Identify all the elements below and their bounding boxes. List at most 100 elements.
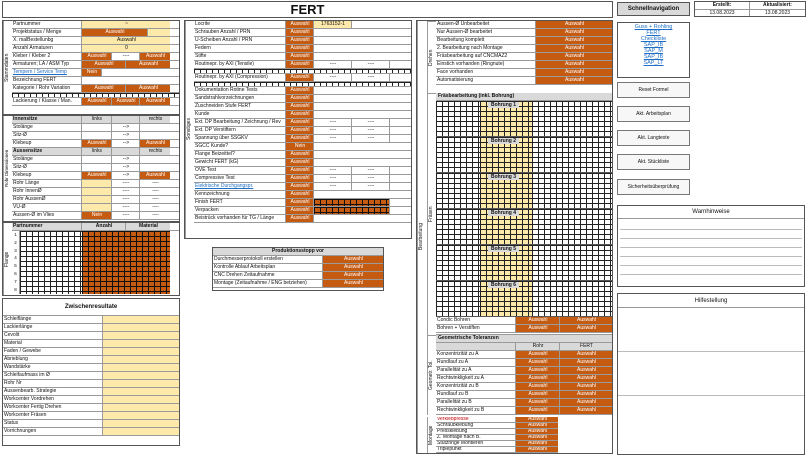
geom-fert-select[interactable]: Auswahl: [560, 351, 612, 358]
variation-select[interactable]: Auswahl: [126, 85, 170, 92]
prod-select[interactable]: Auswahl: [323, 256, 383, 263]
geom-rohr-select[interactable]: Auswahl: [516, 351, 560, 358]
bohrung-grid[interactable]: [532, 173, 612, 208]
bohrung-grid[interactable]: [436, 281, 480, 316]
geom-rohr-select[interactable]: Auswahl: [516, 367, 560, 374]
sonst-select[interactable]: Auswahl: [286, 61, 314, 68]
nav-link-guss[interactable]: Guss + Rohling: [634, 24, 673, 30]
drehen-select[interactable]: Auswahl: [536, 21, 612, 28]
nav-link-checkliste[interactable]: Checkliste: [640, 36, 667, 42]
montage-select[interactable]: Auswahl: [516, 423, 558, 428]
reset-formel-button[interactable]: Reset Formel: [617, 82, 690, 98]
bohrung-grid[interactable]: [532, 101, 612, 136]
zwischen-value[interactable]: [103, 356, 179, 363]
zwischen-value[interactable]: [103, 412, 179, 419]
value-cell[interactable]: [140, 124, 170, 131]
asm-typ-select[interactable]: Auswahl: [126, 61, 170, 68]
nav-link-fert[interactable]: FERT: [646, 30, 661, 36]
geom-rohr-select[interactable]: Auswahl: [516, 399, 560, 406]
klebeup-select[interactable]: Auswahl: [140, 172, 170, 179]
armaturen-field[interactable]: 0: [82, 45, 170, 52]
klasse-select[interactable]: Auswahl: [112, 98, 140, 105]
nav-link-sap-ib-2[interactable]: SAP_IB: [643, 54, 664, 60]
sonst-grid-row[interactable]: [194, 82, 411, 87]
drehen-select[interactable]: Auswahl: [536, 69, 612, 76]
bohrung-grid[interactable]: [532, 281, 612, 316]
flange-values-grid[interactable]: [82, 231, 170, 294]
geom-fert-select[interactable]: Auswahl: [560, 375, 612, 382]
bohrung-grid[interactable]: [532, 137, 612, 172]
prod-select[interactable]: Auswahl: [323, 272, 383, 279]
geom-rohr-select[interactable]: Auswahl: [516, 383, 560, 390]
klebeup-select[interactable]: Auswahl: [140, 140, 170, 147]
value-cell[interactable]: [82, 204, 112, 211]
drehen-select[interactable]: Auswahl: [536, 77, 612, 84]
nav-link-sap-ib[interactable]: SAP_IB: [643, 42, 664, 48]
zwischen-value[interactable]: [103, 404, 179, 411]
flange-partnummer-grid[interactable]: [20, 231, 82, 294]
sonst-select[interactable]: Auswahl: [286, 95, 314, 102]
sonst-select[interactable]: Auswahl: [286, 191, 314, 198]
bohren-select[interactable]: Auswahl: [560, 317, 612, 324]
akt-stueckliste-button[interactable]: Akt. Stückliste: [617, 154, 690, 170]
sonst-select[interactable]: Auswahl: [286, 111, 314, 118]
sonst-label[interactable]: Elektrische Durchgangspr.: [194, 183, 286, 190]
value-cell[interactable]: [82, 124, 112, 131]
value-cell[interactable]: [82, 196, 112, 203]
tempern-link[interactable]: Tempern / Service Temp: [12, 69, 82, 76]
bohrung-grid[interactable]: [532, 209, 612, 244]
sonst-select[interactable]: Auswahl: [286, 37, 314, 44]
drehen-select[interactable]: Auswahl: [536, 61, 612, 68]
bestellung-select[interactable]: Auswahl: [82, 37, 170, 44]
sonst-select[interactable]: Auswahl: [286, 127, 314, 134]
projektstatus-select[interactable]: Auswahl: [82, 29, 148, 36]
zwischen-value[interactable]: [103, 388, 179, 395]
prod-select[interactable]: Auswahl: [323, 264, 383, 271]
bohren-select[interactable]: Auswahl: [560, 325, 612, 332]
bohrung-grid[interactable]: [532, 245, 612, 280]
akt-arbeitsplan-button[interactable]: Akt. Arbeitsplan: [617, 106, 690, 122]
sonst-select[interactable]: Auswahl: [286, 103, 314, 110]
montage-select[interactable]: Auswahl: [516, 441, 558, 446]
geom-rohr-select[interactable]: Auswahl: [516, 375, 560, 382]
geom-fert-select[interactable]: Auswahl: [560, 391, 612, 398]
drehen-select[interactable]: Auswahl: [536, 37, 612, 44]
loctite-value[interactable]: 1763152-1: [314, 21, 352, 28]
zwischen-value[interactable]: [103, 428, 179, 435]
klebeup-select[interactable]: Auswahl: [82, 172, 112, 179]
kleber-select[interactable]: Auswahl: [82, 53, 112, 60]
sonst-select[interactable]: Auswahl: [286, 119, 314, 126]
sonst-select[interactable]: Auswahl: [286, 74, 314, 81]
sonst-select[interactable]: Auswahl: [286, 29, 314, 36]
sicherheitsueberpruefung-button[interactable]: Sicherheitsüberprüfung: [617, 179, 690, 195]
drehen-select[interactable]: Auswahl: [536, 45, 612, 52]
value-cell[interactable]: [140, 164, 170, 171]
value-cell[interactable]: [82, 180, 112, 187]
sonst-grid[interactable]: [314, 199, 390, 206]
sonst-select[interactable]: Auswahl: [286, 207, 314, 214]
montage-select[interactable]: Auswahl: [516, 429, 558, 434]
zwischen-value[interactable]: [103, 420, 179, 427]
menge-field[interactable]: [148, 29, 170, 36]
loctite-select[interactable]: Auswahl: [286, 21, 314, 28]
value-cell[interactable]: [140, 132, 170, 139]
lackierung-select[interactable]: Auswahl: [82, 98, 112, 105]
bezeichnung-field[interactable]: [82, 77, 170, 84]
armaturen-la-select[interactable]: Auswahl: [82, 61, 126, 68]
montage-select[interactable]: Auswahl: [516, 435, 558, 440]
geom-rohr-select[interactable]: Auswahl: [516, 391, 560, 398]
montage-select[interactable]: Auswahl: [516, 447, 558, 452]
value-cell[interactable]: [140, 156, 170, 163]
sonst-grid-row[interactable]: [194, 69, 411, 74]
value-cell[interactable]: [82, 164, 112, 171]
zwischen-value[interactable]: [103, 316, 179, 323]
sonst-select[interactable]: Auswahl: [286, 159, 314, 166]
bohren-select[interactable]: Auswahl: [516, 317, 560, 324]
partnummer-field[interactable]: ~: [82, 21, 170, 28]
sonst-select[interactable]: Auswahl: [286, 167, 314, 174]
geom-rohr-select[interactable]: Auswahl: [516, 359, 560, 366]
kategorie-select[interactable]: Auswahl: [82, 85, 126, 92]
zwischen-value[interactable]: [103, 380, 179, 387]
prod-select[interactable]: Auswahl: [323, 280, 383, 287]
zwischen-value[interactable]: [103, 396, 179, 403]
